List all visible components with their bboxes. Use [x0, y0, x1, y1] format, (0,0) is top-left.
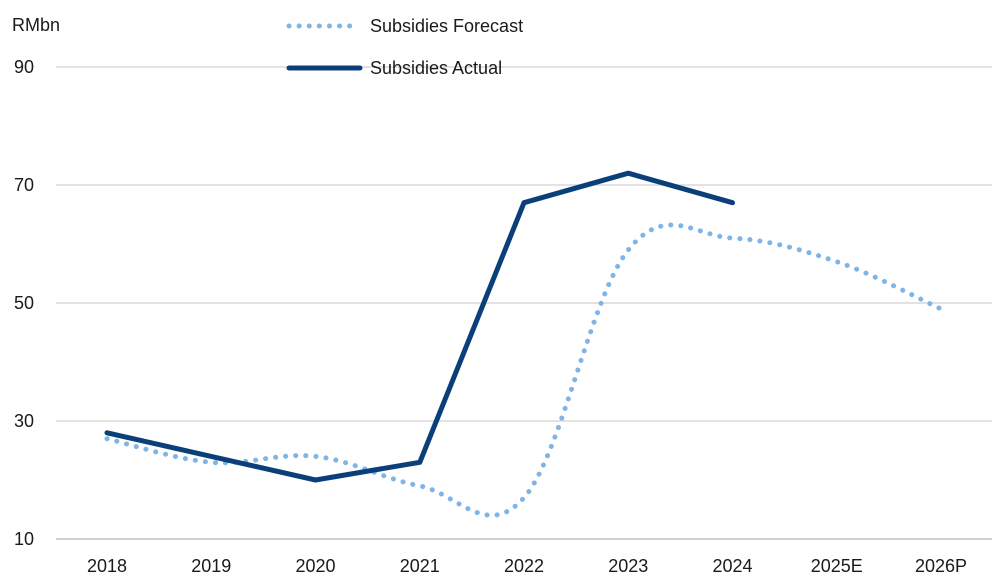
x-tick-label: 2020: [295, 556, 335, 576]
y-tick-label: 90: [14, 57, 34, 77]
series-lines: [104, 170, 944, 518]
x-tick-label: 2022: [504, 556, 544, 576]
y-tick-label: 70: [14, 175, 34, 195]
y-tick-labels: 10 30 50 70 90: [14, 57, 34, 549]
y-tick-label: 50: [14, 293, 34, 313]
x-tick-labels: 2018 2019 2020 2021 2022 2023 2024 2025E 2026P: [87, 556, 967, 576]
x-tick-label: 2026P: [915, 556, 967, 576]
legend-label-actual: Subsidies Actual: [370, 58, 502, 78]
gridlines: [56, 66, 992, 540]
x-tick-label: 2024: [712, 556, 752, 576]
y-tick-label: 30: [14, 411, 34, 431]
x-tick-label: 2025E: [811, 556, 863, 576]
series-line-forecast: [104, 222, 944, 518]
series-line-actual: [104, 170, 735, 483]
y-axis-unit-label: RMbn: [12, 15, 60, 35]
x-tick-label: 2021: [400, 556, 440, 576]
x-tick-label: 2023: [608, 556, 648, 576]
legend-label-forecast: Subsidies Forecast: [370, 16, 523, 36]
x-tick-label: 2019: [191, 556, 231, 576]
legend: Subsidies Forecast Subsidies Actual: [286, 16, 523, 78]
y-tick-label: 10: [14, 529, 34, 549]
x-tick-label: 2018: [87, 556, 127, 576]
